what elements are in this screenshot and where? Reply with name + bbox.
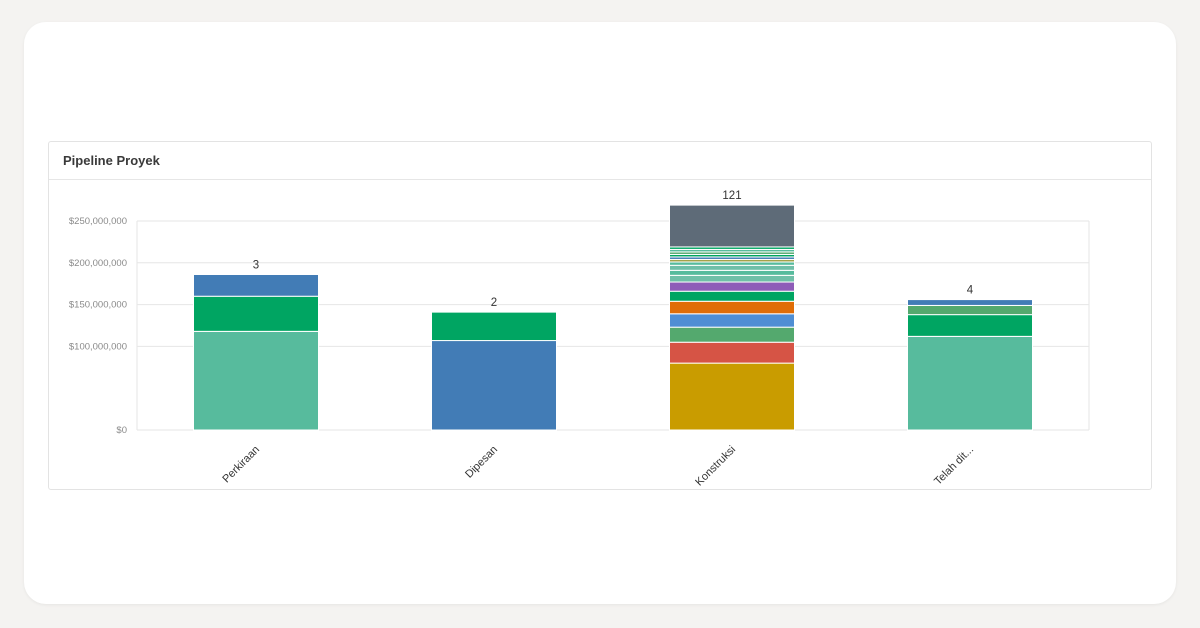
bar-segment[interactable] (907, 335, 1033, 431)
y-tick-label: $200,000,000 (69, 258, 127, 269)
x-category-label: Dipesan (463, 444, 500, 481)
bar-stack-1[interactable] (431, 311, 557, 431)
x-category-label: Telah dit... (932, 444, 976, 488)
bar-stack-3[interactable] (907, 299, 1033, 431)
bar-total-label: 121 (722, 190, 741, 202)
bar-segment[interactable] (669, 281, 795, 292)
y-tick-label: $250,000,000 (69, 216, 127, 227)
y-tick-label: $150,000,000 (69, 300, 127, 311)
bar-segment[interactable] (193, 295, 319, 332)
panel-title: Pipeline Proyek (63, 153, 160, 168)
y-tick-label: $100,000,000 (69, 341, 127, 352)
bar-segment[interactable] (907, 304, 1033, 316)
bar-segment[interactable] (193, 274, 319, 297)
bar-segment[interactable] (669, 326, 795, 343)
bar-segment[interactable] (669, 290, 795, 302)
bar-segment[interactable] (669, 269, 795, 276)
bar-segment[interactable] (669, 204, 795, 248)
x-axis: 3 Perkiraan 2 Dipesan 121 Konstruksi 4 Telah di… (220, 190, 976, 488)
bar-total-label: 2 (491, 297, 497, 309)
panel-header: Pipeline Proyek (49, 142, 1151, 180)
pipeline-chart-panel: Pipeline Proyek $0 $100,000,000 $150,000,0… (48, 141, 1152, 490)
y-axis: $0 $100,000,000 $150,000,000 $200,000,000 $2… (69, 216, 127, 436)
bar-segment[interactable] (669, 300, 795, 315)
bar-segment[interactable] (431, 311, 557, 342)
bar-segment[interactable] (669, 341, 795, 364)
dashboard-card: Pipeline Proyek $0 $100,000,000 $150,000,0… (24, 22, 1176, 604)
stacked-bar-chart: $0 $100,000,000 $150,000,000 $200,000,000 $2… (69, 190, 1090, 488)
y-tick-label: $0 (116, 425, 127, 436)
bar-total-label: 4 (967, 285, 974, 297)
bar-segment[interactable] (669, 274, 795, 283)
bar-stack-2[interactable] (669, 204, 795, 431)
bar-segment[interactable] (669, 264, 795, 271)
bar-segment[interactable] (669, 313, 795, 328)
x-category-label: Perkiraan (220, 444, 262, 486)
bars-layer (193, 204, 1033, 431)
bar-segment[interactable] (669, 261, 795, 266)
bar-segment[interactable] (907, 299, 1033, 306)
bar-stack-0[interactable] (193, 274, 319, 431)
x-category-label: Konstruksi (693, 444, 738, 489)
bar-segment[interactable] (669, 362, 795, 431)
bar-segment[interactable] (193, 330, 319, 431)
bar-segment[interactable] (907, 314, 1033, 337)
bar-total-label: 3 (253, 260, 259, 272)
bar-segment[interactable] (431, 340, 557, 431)
